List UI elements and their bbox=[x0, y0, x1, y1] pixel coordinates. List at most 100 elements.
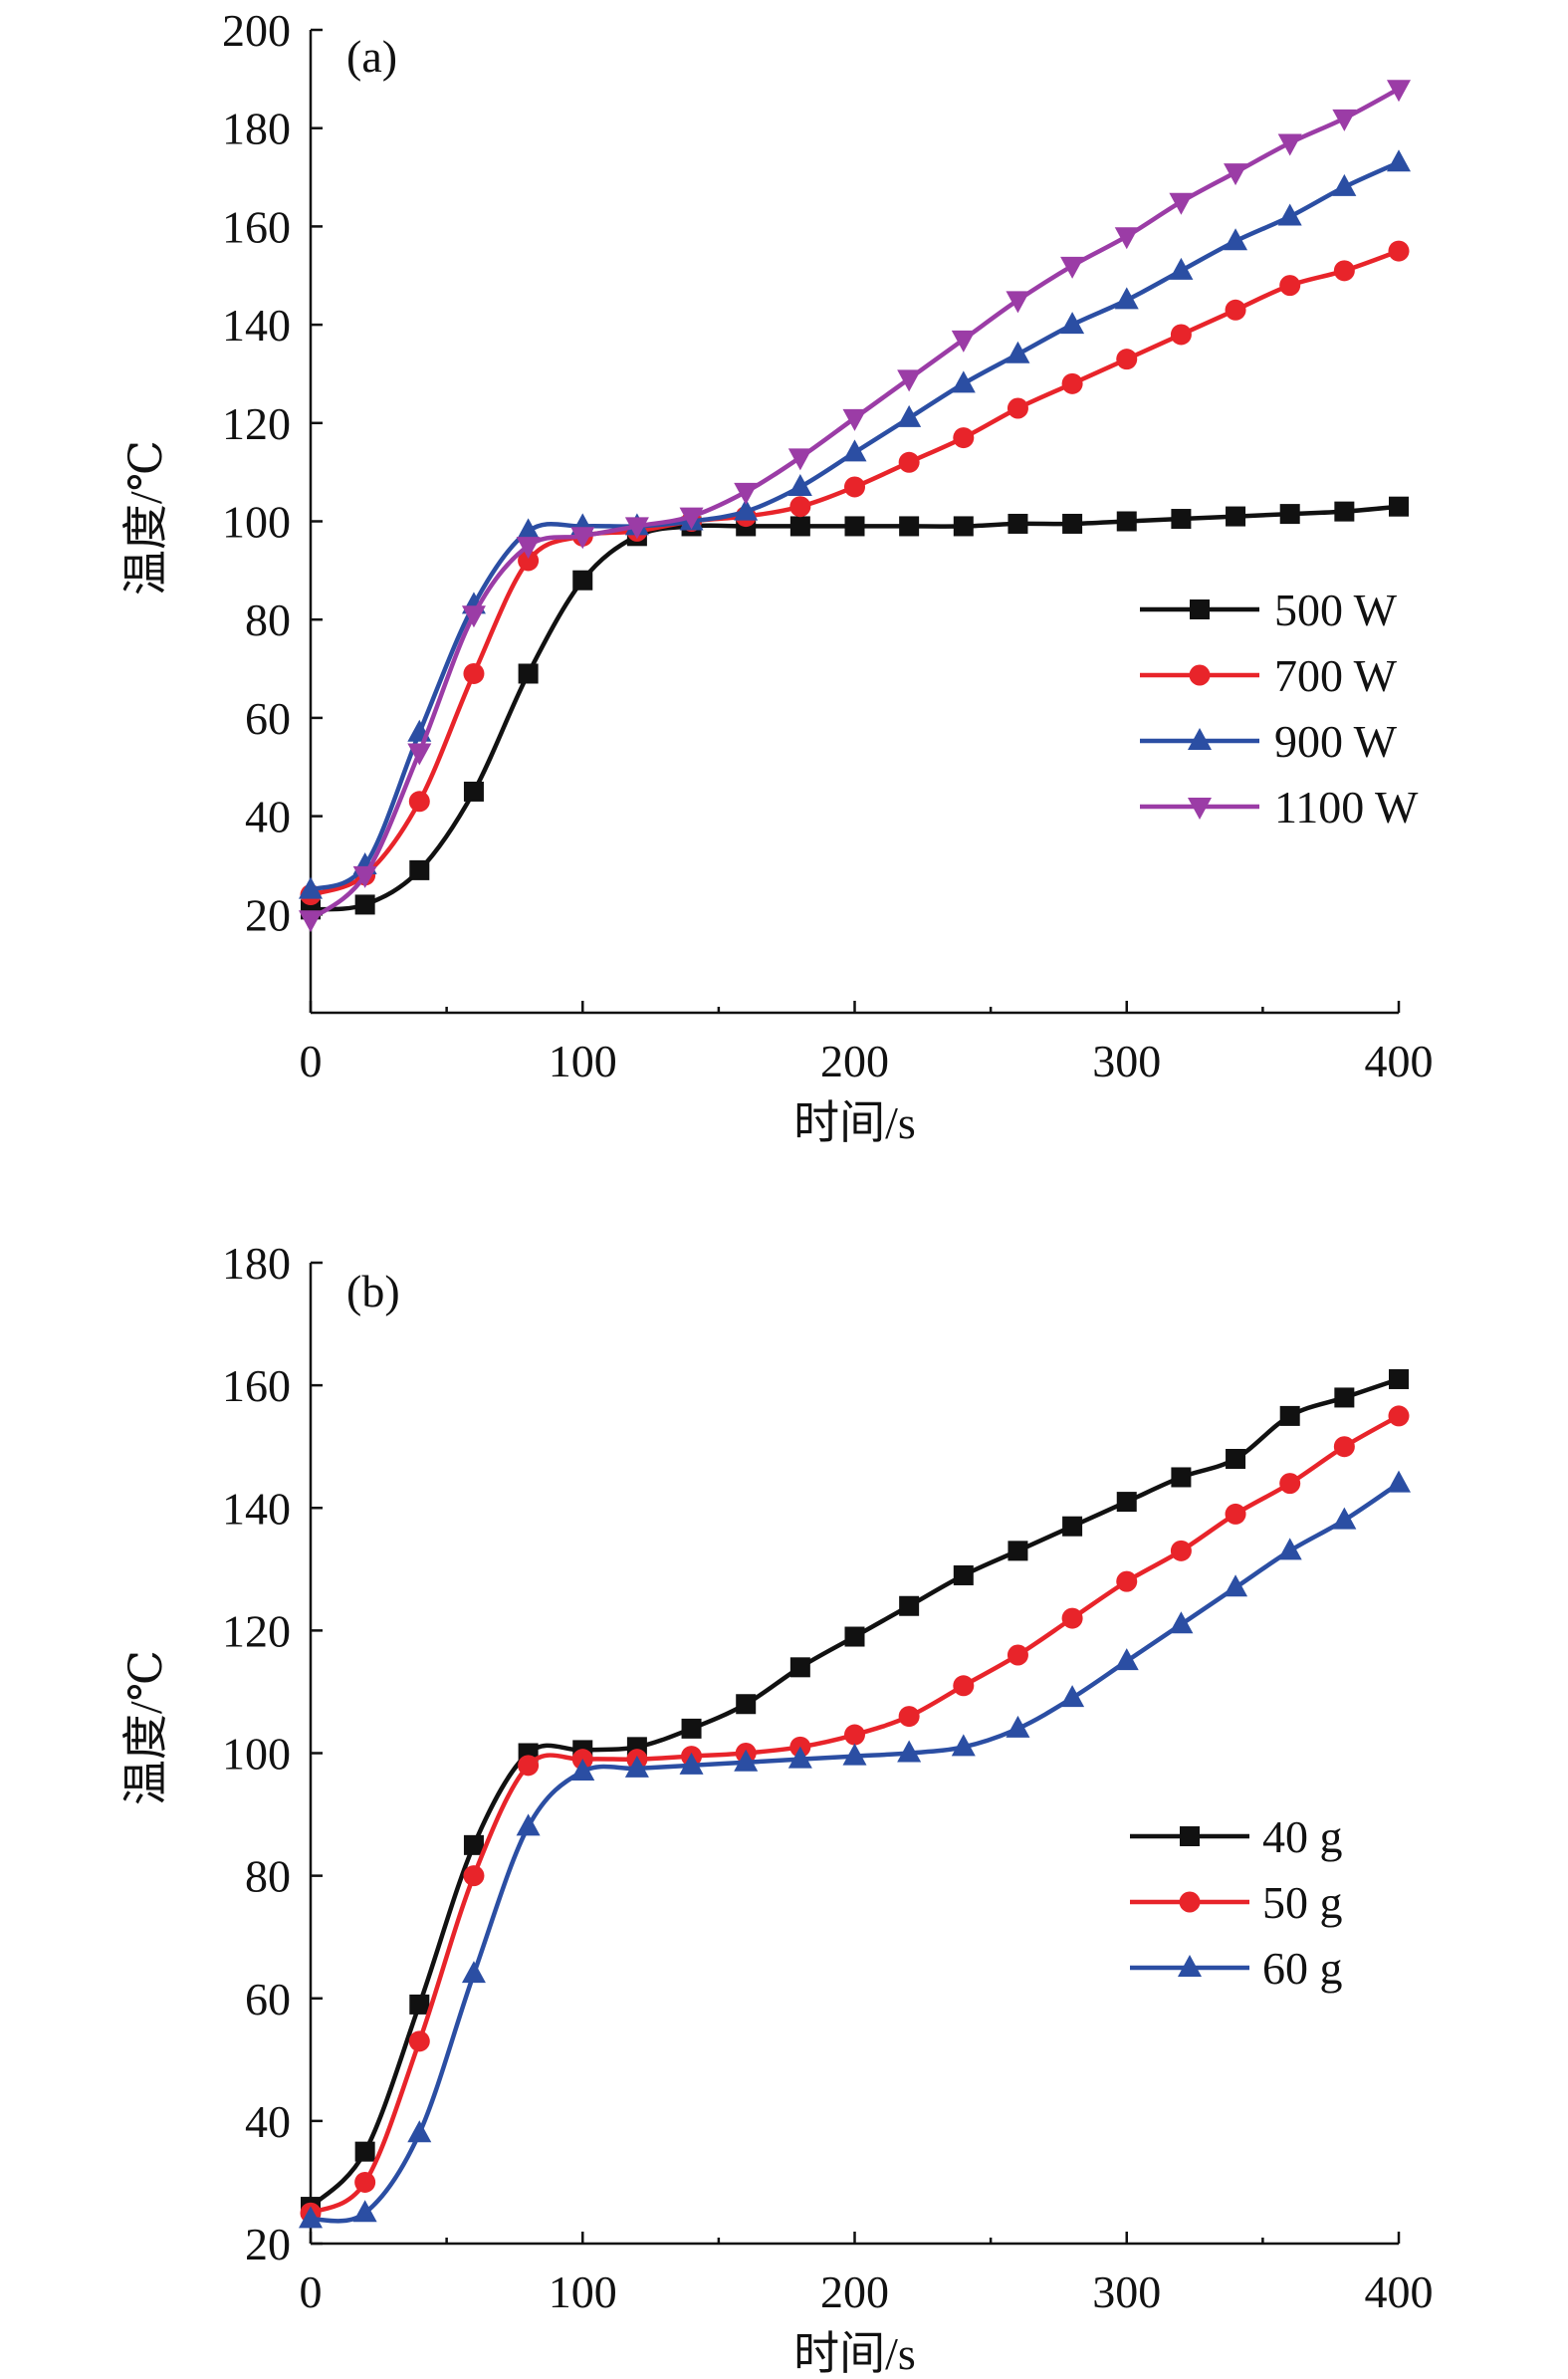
data-point bbox=[352, 865, 377, 888]
data-point bbox=[463, 662, 485, 684]
data-point bbox=[789, 496, 811, 518]
data-point bbox=[681, 1718, 702, 1739]
data-point bbox=[408, 2030, 430, 2052]
legend-entry: 700 W bbox=[1140, 650, 1398, 701]
data-point bbox=[1277, 203, 1302, 226]
data-point bbox=[951, 1734, 976, 1757]
x-tick-label: 400 bbox=[1365, 2266, 1434, 2317]
data-point bbox=[1116, 511, 1137, 532]
data-point bbox=[1389, 496, 1409, 517]
data-point bbox=[1006, 341, 1030, 363]
y-tick-label: 120 bbox=[222, 398, 291, 449]
data-point bbox=[734, 1749, 759, 1772]
data-point bbox=[1060, 1685, 1085, 1708]
x-tick-label: 0 bbox=[300, 1036, 323, 1086]
y-tick-label: 80 bbox=[245, 595, 291, 645]
data-point bbox=[1008, 1541, 1028, 1561]
data-point bbox=[1225, 1503, 1246, 1525]
legend-entry: 1100 W bbox=[1140, 782, 1419, 833]
data-point bbox=[1226, 1449, 1246, 1469]
y-tick-label: 140 bbox=[222, 1483, 291, 1534]
legend-label: 500 W bbox=[1274, 585, 1398, 635]
data-point bbox=[1387, 149, 1411, 172]
series-line bbox=[308, 86, 1402, 922]
data-point bbox=[1006, 291, 1030, 314]
data-point bbox=[789, 516, 810, 537]
data-point bbox=[898, 451, 920, 473]
data-point bbox=[518, 550, 540, 572]
legend-marker bbox=[1188, 728, 1212, 750]
data-point bbox=[1007, 397, 1028, 419]
data-point bbox=[787, 448, 812, 471]
y-tick-label: 120 bbox=[222, 1605, 291, 1656]
y-tick-label: 100 bbox=[222, 497, 291, 548]
legend-marker bbox=[1190, 599, 1210, 619]
series-line bbox=[308, 504, 1402, 912]
data-point bbox=[842, 439, 867, 462]
data-point bbox=[842, 408, 867, 431]
x-tick-label: 100 bbox=[549, 2266, 617, 2317]
data-point bbox=[1061, 372, 1083, 394]
data-point bbox=[1008, 513, 1028, 534]
data-point bbox=[1226, 506, 1246, 527]
data-point bbox=[1062, 1516, 1083, 1537]
legend-marker bbox=[1178, 1955, 1202, 1977]
data-point bbox=[299, 910, 323, 933]
x-tick-label: 300 bbox=[1092, 1036, 1161, 1086]
data-point bbox=[1389, 1368, 1409, 1389]
data-point bbox=[789, 1657, 810, 1678]
data-point bbox=[516, 518, 541, 541]
legend-label: 700 W bbox=[1274, 650, 1398, 701]
data-point bbox=[1060, 256, 1085, 279]
data-point bbox=[407, 743, 432, 766]
data-point bbox=[1277, 133, 1302, 156]
data-point bbox=[1387, 80, 1411, 103]
y-tick-label: 20 bbox=[245, 2219, 291, 2269]
data-point bbox=[624, 1755, 649, 1778]
y-tick-label: 140 bbox=[222, 300, 291, 351]
data-point bbox=[299, 876, 323, 899]
data-point bbox=[897, 404, 922, 427]
data-point bbox=[407, 2120, 432, 2143]
data-point bbox=[1332, 1507, 1357, 1530]
legend-entry: 40 g bbox=[1130, 1811, 1343, 1862]
data-point bbox=[572, 570, 593, 591]
data-point bbox=[463, 1865, 485, 1887]
data-point bbox=[953, 1675, 975, 1697]
data-point bbox=[299, 2206, 323, 2229]
y-axis-title: 温度/℃ bbox=[120, 440, 171, 595]
data-point bbox=[1116, 1570, 1138, 1592]
series-1100-w bbox=[299, 80, 1411, 933]
data-point bbox=[1170, 324, 1192, 346]
data-point bbox=[1169, 192, 1194, 215]
data-point bbox=[899, 516, 920, 537]
data-point bbox=[953, 1564, 974, 1585]
data-point bbox=[1169, 1611, 1194, 1634]
legend-marker bbox=[1179, 1891, 1201, 1913]
y-tick-label: 160 bbox=[222, 1360, 291, 1411]
data-point bbox=[518, 663, 539, 684]
y-tick-label: 60 bbox=[245, 693, 291, 744]
series-60-g bbox=[299, 1470, 1411, 2229]
y-tick-label: 80 bbox=[245, 1851, 291, 1902]
x-tick-label: 300 bbox=[1092, 2266, 1161, 2317]
data-point bbox=[953, 516, 974, 537]
x-axis-title: 时间/s bbox=[793, 2328, 916, 2379]
data-point bbox=[844, 1626, 865, 1647]
chart-panel-0: 20 40 60 80 100 120 140 160 180 200 0 100 200 300 400 时… bbox=[120, 5, 1434, 1148]
data-point bbox=[1007, 1644, 1028, 1666]
data-point bbox=[570, 527, 595, 550]
data-point bbox=[516, 537, 541, 560]
data-point bbox=[461, 605, 486, 628]
legend-marker bbox=[1188, 798, 1212, 820]
data-point bbox=[463, 781, 484, 802]
data-point bbox=[679, 507, 704, 530]
data-point bbox=[1116, 1492, 1137, 1513]
data-point bbox=[1061, 1607, 1083, 1629]
legend-label: 40 g bbox=[1262, 1811, 1343, 1862]
data-point bbox=[354, 2141, 375, 2162]
data-point bbox=[899, 1595, 920, 1616]
legend-entry: 50 g bbox=[1130, 1877, 1343, 1928]
y-tick-label: 180 bbox=[222, 104, 291, 154]
